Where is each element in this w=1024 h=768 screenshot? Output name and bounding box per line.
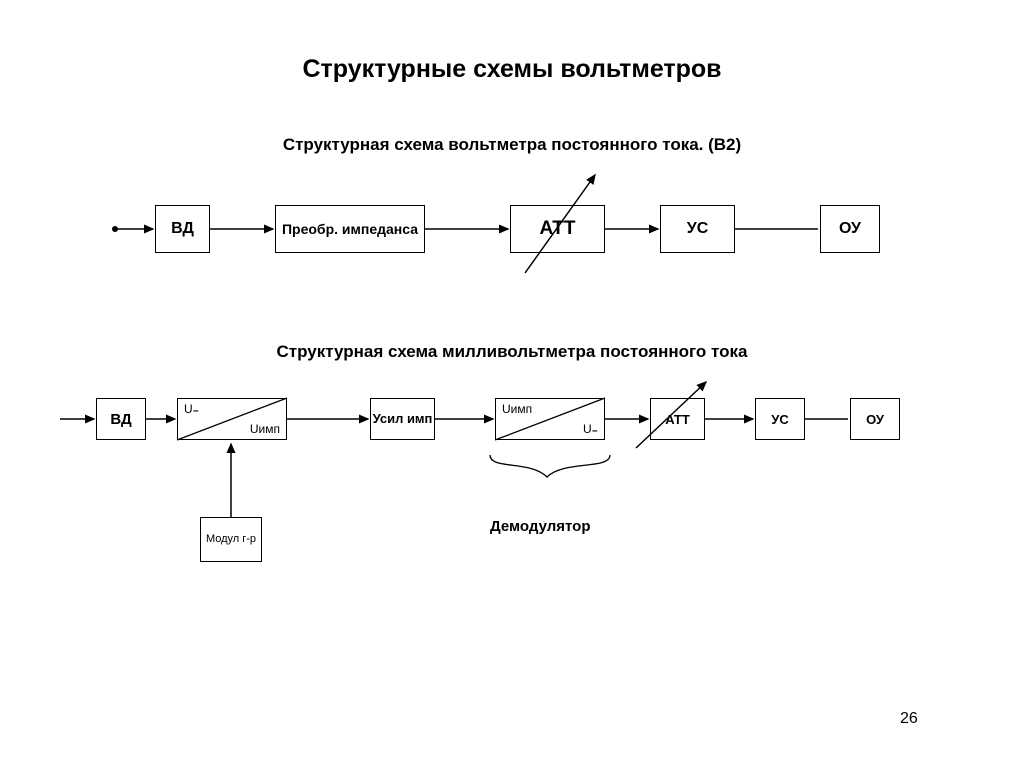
d1-ou: ОУ <box>820 205 880 253</box>
page-title: Структурные схемы вольтметров <box>0 55 1024 84</box>
d2-conv1-bot: Uимп <box>250 422 280 436</box>
d1-vd-label: ВД <box>171 220 194 238</box>
d2-att: АТТ <box>650 398 705 440</box>
d2-ou-label: ОУ <box>866 412 884 427</box>
d1-us-label: УС <box>687 220 709 238</box>
d1-ou-label: ОУ <box>839 220 861 238</box>
d2-amp-label: Усил имп <box>373 412 433 426</box>
d1-att: АТТ <box>510 205 605 253</box>
d1-imp-label: Преобр. импеданса <box>282 221 418 237</box>
page-number: 26 <box>900 710 918 728</box>
d2-conv2-bot: U₌ <box>583 422 598 436</box>
d1-imp: Преобр. импеданса <box>275 205 425 253</box>
d2-att-label: АТТ <box>665 412 690 427</box>
subtitle-2: Структурная схема милливольтметра постоя… <box>0 342 1024 362</box>
d2-conv1: U₌ Uимп <box>177 398 287 440</box>
d2-vd-label: ВД <box>110 411 131 428</box>
d2-us: УС <box>755 398 805 440</box>
d2-mod-label: Модул г-р <box>206 533 256 546</box>
demodulator-label: Демодулятор <box>490 518 590 535</box>
d2-amp: Усил имп <box>370 398 435 440</box>
d2-ou: ОУ <box>850 398 900 440</box>
d2-mod: Модул г-р <box>200 517 262 562</box>
d2-vd: ВД <box>96 398 146 440</box>
d1-us: УС <box>660 205 735 253</box>
subtitle-1: Структурная схема вольтметра постоянного… <box>0 135 1024 155</box>
d1-att-label: АТТ <box>540 218 576 240</box>
d2-conv2: Uимп U₌ <box>495 398 605 440</box>
d2-us-label: УС <box>771 412 788 427</box>
d1-vd: ВД <box>155 205 210 253</box>
d2-conv2-top: Uимп <box>502 402 532 416</box>
d2-conv1-top: U₌ <box>184 402 199 416</box>
connectors <box>0 0 1024 768</box>
